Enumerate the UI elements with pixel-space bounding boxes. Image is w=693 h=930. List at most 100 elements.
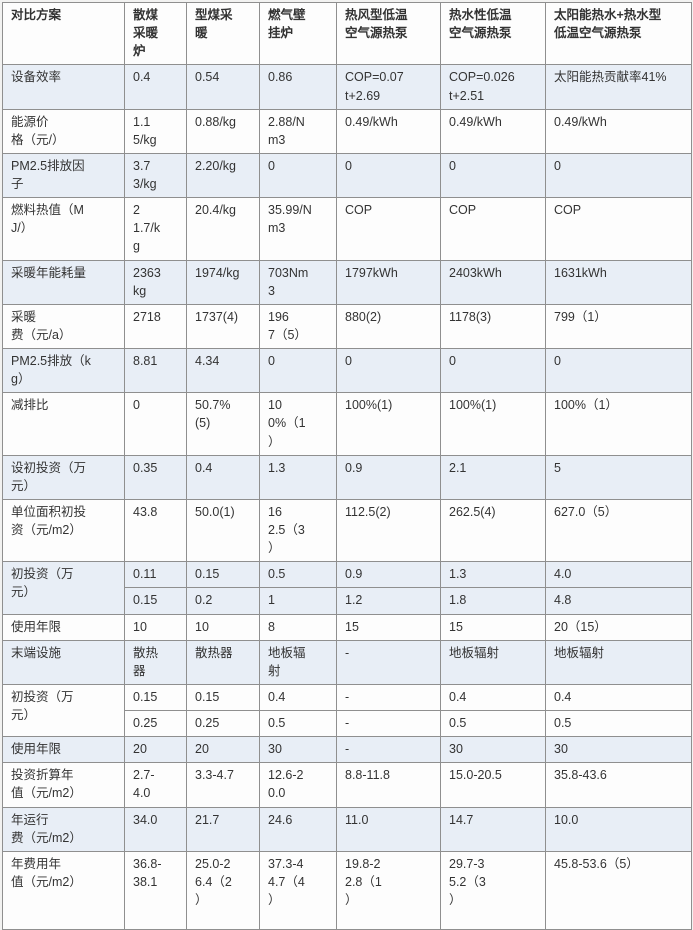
row-label: 减排比 — [2, 392, 125, 456]
table-cell: 10 0%（1 ） — [259, 392, 337, 456]
table-cell: 8.81 — [124, 347, 187, 394]
header-cell: 热风型低温 空气源热泵 — [336, 1, 441, 66]
table-body: 设备效率 0.4 0.54 0.86 COP=0.07 t+2.69 COP=0.026 … — [2, 64, 692, 930]
table-header: 对比方案 散煤 采暖 炉型煤采 暖燃气壁 挂炉 热风型低温 空气源热泵 热水性低温 空… — [2, 1, 692, 66]
table-row: 设初投资（万 元） 0.35 0.4 1.3 0.9 2.1 5 — [2, 454, 692, 500]
table-row: 年运行 费（元/m2） 34.0 21.7 24.6 11.0 14.7 10.0 — [2, 806, 692, 852]
table-cell: 43.8 — [124, 498, 187, 563]
table-cell: 30 — [259, 736, 337, 764]
table-cell: 19.8-2 2.8（1 ） — [336, 850, 441, 930]
table-cell: 0 — [259, 347, 337, 394]
table-cell: 2718 — [124, 303, 187, 350]
table-cell: 10.0 — [545, 806, 692, 852]
table-cell: - — [336, 709, 441, 738]
table-cell: 1631kWh — [545, 259, 692, 305]
table-cell: 0.25 — [186, 709, 260, 738]
table-cell: 0.86 — [259, 64, 337, 110]
table-cell: 0.15 — [124, 683, 187, 712]
table-cell: 0.15 — [124, 587, 187, 615]
table-cell: 50.7% (5) — [186, 392, 260, 456]
table-cell: 20 — [124, 736, 187, 764]
table-cell: 35.8-43.6 — [545, 762, 692, 808]
table-cell: 100%(1) — [336, 392, 441, 456]
table-cell: 29.7-3 5.2（3 ） — [440, 850, 546, 930]
table-cell: COP=0.026 t+2.51 — [440, 64, 546, 110]
table-cell: COP — [440, 197, 546, 261]
table-cell: 627.0（5） — [545, 498, 692, 563]
table-cell: 36.8- 38.1 — [124, 850, 187, 930]
table-row: PM2.5排放（k g） 8.81 4.34 0 0 0 0 — [2, 347, 692, 394]
header-cell: 散煤 采暖 炉 — [124, 1, 187, 66]
table-cell: 1.8 — [440, 587, 546, 615]
table-cell: 703Nm 3 — [259, 259, 337, 305]
table-row: 减排比 0 50.7% (5) 10 0%（1 ） 100%(1) 100%(1) 100%… — [2, 392, 692, 456]
table-cell: 1974/kg — [186, 259, 260, 305]
table-row: 初投资（万 元） 0.15 0.15 0.4-0.4 0.4 — [2, 683, 692, 738]
table-cell: - — [336, 683, 441, 712]
table-cell: COP — [336, 197, 441, 261]
table-cell: 0.15 — [186, 561, 260, 589]
table-cell: 20（15） — [545, 613, 692, 641]
table-cell: 45.8-53.6（5） — [545, 850, 692, 930]
table-cell: 8.8-11.8 — [336, 762, 441, 808]
table-cell: 2.88/N m3 — [259, 108, 337, 154]
table-cell: 799（1） — [545, 303, 692, 350]
table-cell: 1737(4) — [186, 303, 260, 350]
table-cell: 0.5 — [440, 709, 546, 738]
table-cell: 14.7 — [440, 806, 546, 852]
header-cell: 对比方案 — [2, 1, 125, 66]
table-cell: 0.49/kWh — [545, 108, 692, 154]
table-cell: 0.5 — [259, 561, 337, 589]
table-cell: 24.6 — [259, 806, 337, 852]
table-cell: 1.3 — [440, 561, 546, 589]
table-cell: 196 7（5） — [259, 303, 337, 350]
table-cell: 8 — [259, 613, 337, 641]
table-cell: 1.1 5/kg — [124, 108, 187, 154]
table-cell: 10 — [186, 613, 260, 641]
table-cell: 21.7 — [186, 806, 260, 852]
table-row: 使用年限 20 20 30-30 30 — [2, 736, 692, 764]
table-cell: 3.3-4.7 — [186, 762, 260, 808]
table-cell: 100%（1） — [545, 392, 692, 456]
table-cell: 5 — [545, 454, 692, 500]
row-label: 年运行 费（元/m2） — [2, 806, 125, 852]
table-cell: 262.5(4) — [440, 498, 546, 563]
table-row: 末端设施 散热 器散热器 地板辐 射 - 地板辐射 地板辐射 — [2, 639, 692, 685]
table-cell: 12.6-2 0.0 — [259, 762, 337, 808]
table-cell: 0 — [545, 152, 692, 199]
header-row: 对比方案 散煤 采暖 炉型煤采 暖燃气壁 挂炉 热风型低温 空气源热泵 热水性低温 空… — [2, 1, 692, 66]
row-label: 初投资（万 元） — [2, 683, 125, 738]
table-row: 初投资（万 元） 0.11 0.15 0.5 0.9 1.3 4.0 — [2, 561, 692, 615]
table-row: 能源价 格（元/） 1.1 5/kg 0.88/kg 2.88/N m3 0.49/kW… — [2, 108, 692, 154]
table-cell: 1 — [259, 587, 337, 615]
table-cell: 太阳能热贡献率41% — [545, 64, 692, 110]
row-label: 设初投资（万 元） — [2, 454, 125, 500]
row-label: 采暖年能耗量 — [2, 259, 125, 305]
table-cell: 1797kWh — [336, 259, 441, 305]
table-row: 单位面积初投 资（元/m2） 43.8 50.0(1) 16 2.5（3 ） 112.5… — [2, 498, 692, 563]
row-label: 采暖 费（元/a） — [2, 303, 125, 350]
row-label: PM2.5排放因 子 — [2, 152, 125, 199]
table-cell: 35.99/N m3 — [259, 197, 337, 261]
table-cell: 0.49/kWh — [440, 108, 546, 154]
row-label: 使用年限 — [2, 613, 125, 641]
row-label: 初投资（万 元） — [2, 561, 125, 615]
table-row: 采暖 费（元/a） 2718 1737(4) 196 7（5） 880(2) 1178(3… — [2, 303, 692, 350]
table-cell: 0 — [124, 392, 187, 456]
table-cell: 0.88/kg — [186, 108, 260, 154]
table-row: 年费用年 值（元/m2） 36.8- 38.1 25.0-2 6.4（2 ） 37.3… — [2, 850, 692, 930]
header-cell: 热水性低温 空气源热泵 — [440, 1, 546, 66]
table-cell: 地板辐射 — [545, 639, 692, 685]
table-cell: 880(2) — [336, 303, 441, 350]
table-cell: 0 — [259, 152, 337, 199]
table-cell: 0 — [440, 152, 546, 199]
header-cell: 太阳能热水+热水型 低温空气源热泵 — [545, 1, 692, 66]
table-cell: 0.54 — [186, 64, 260, 110]
row-label: 年费用年 值（元/m2） — [2, 850, 125, 930]
header-cell: 燃气壁 挂炉 — [259, 1, 337, 66]
table-cell: 2 1.7/k g — [124, 197, 187, 261]
table-cell: 50.0(1) — [186, 498, 260, 563]
table-cell: 0.5 — [259, 709, 337, 738]
